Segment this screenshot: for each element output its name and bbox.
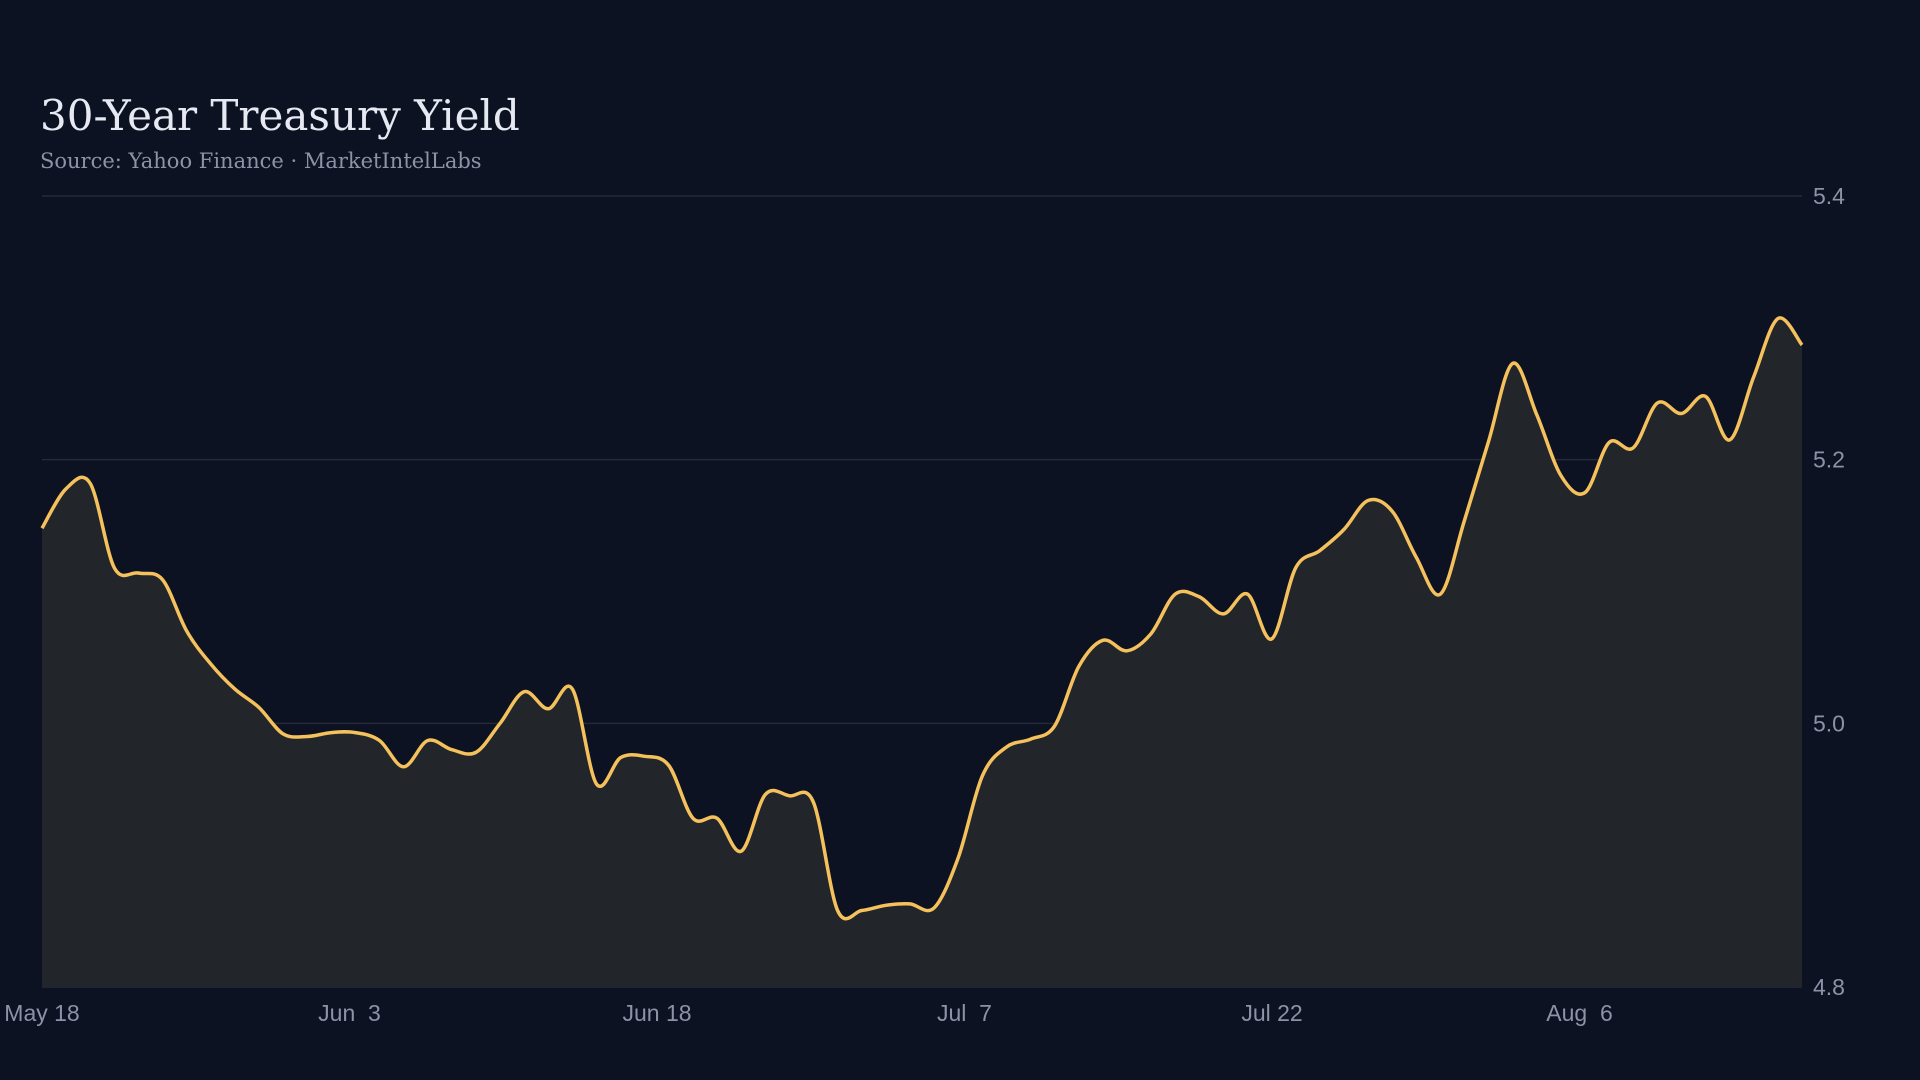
area-fill	[42, 317, 1802, 987]
chart-title: 30-Year Treasury Yield	[40, 91, 520, 140]
x-tick-label: Jul 7	[937, 1000, 992, 1026]
x-tick-label: May 18	[4, 1000, 79, 1026]
series-line	[40, 316, 1804, 921]
y-tick-label: 5.2	[1813, 447, 1845, 473]
x-tick-label: Aug 6	[1546, 1000, 1613, 1026]
y-tick-label: 5.0	[1813, 710, 1845, 736]
y-tick-label: 4.8	[1813, 974, 1845, 1000]
y-axis: 5.4 5.2 5.0 4.8	[1813, 183, 1845, 1000]
chart-subtitle: Source: Yahoo Finance · MarketIntelLabs	[40, 149, 482, 173]
x-tick-label: Jun 3	[318, 1000, 381, 1026]
x-axis: May 18 Jun 3 Jun 18 Jul 7 Jul 22 Aug 6	[4, 1000, 1612, 1026]
y-tick-label: 5.4	[1813, 183, 1845, 209]
x-tick-label: Jun 18	[622, 1000, 691, 1026]
x-tick-label: Jul 22	[1241, 1000, 1302, 1026]
